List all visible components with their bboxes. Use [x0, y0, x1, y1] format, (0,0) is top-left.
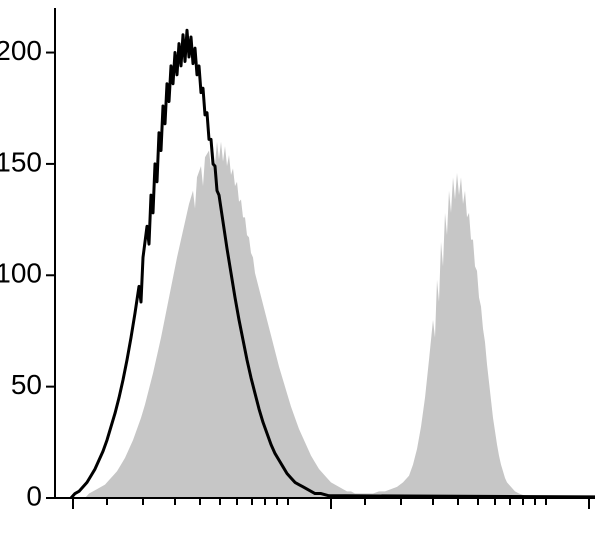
y-tick-label: 0 — [26, 480, 42, 511]
histogram-chart: 0 50 100 150 200 — [0, 0, 608, 550]
y-tick-label: 50 — [11, 369, 42, 400]
histogram-filled-series — [85, 142, 595, 498]
chart-svg: 0 50 100 150 200 — [0, 0, 608, 545]
y-tick-label: 150 — [0, 146, 42, 177]
y-tick-label: 100 — [0, 258, 42, 289]
y-tick-label: 200 — [0, 35, 42, 66]
axes-frame — [55, 8, 595, 498]
